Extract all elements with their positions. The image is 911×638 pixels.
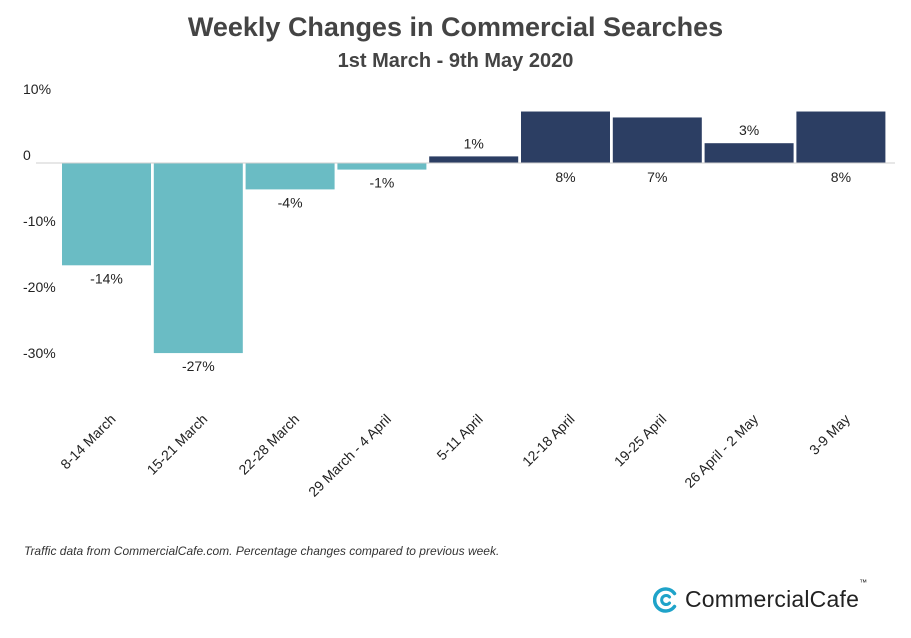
bar <box>521 111 610 163</box>
bar-chart: 10% 0 -10% -20% -30% -14% 8-14 March -27% 15-21 … <box>23 81 895 500</box>
bar <box>337 163 427 170</box>
x-tick-label: 3-9 May <box>806 411 853 458</box>
data-label: 1% <box>464 135 484 151</box>
data-label: -14% <box>90 270 123 286</box>
x-tick-label: 8-14 March <box>57 411 118 472</box>
data-label: 8% <box>555 169 575 185</box>
commercialcafe-logo-icon <box>653 586 677 613</box>
bar <box>796 111 886 163</box>
bar <box>429 156 519 163</box>
x-tick-label: 5-11 April <box>433 411 485 463</box>
bar <box>612 117 702 163</box>
y-tick-label: -20% <box>23 279 56 295</box>
logo-name: CommercialCafe <box>685 586 860 612</box>
x-tick-label: 15-21 March <box>144 411 211 478</box>
bar <box>245 163 335 190</box>
data-label: -1% <box>369 175 394 191</box>
x-tick-label: 19-25 April <box>611 411 670 470</box>
y-tick-label: 10% <box>23 81 51 97</box>
bar <box>704 143 794 163</box>
data-label: 8% <box>831 169 851 185</box>
data-label: -27% <box>182 358 215 374</box>
data-label: 3% <box>739 122 759 138</box>
chart-title: Weekly Changes in Commercial Searches <box>187 12 724 42</box>
x-tick-label: 29 March - 4 April <box>305 411 394 500</box>
x-tick-label: 22-28 March <box>235 411 302 478</box>
bar <box>153 163 243 354</box>
bar <box>62 163 151 266</box>
data-label: 7% <box>647 169 667 185</box>
y-tick-label: 0 <box>23 147 31 163</box>
logo-trademark: ™ <box>859 578 868 587</box>
footnote: Traffic data from CommercialCafe.com. Pe… <box>24 544 500 558</box>
y-tick-label: -30% <box>23 345 56 361</box>
y-tick-label: -10% <box>23 213 56 229</box>
data-label: -4% <box>278 194 303 210</box>
x-tick-label: 12-18 April <box>519 411 578 470</box>
chart-subtitle: 1st March - 9th May 2020 <box>337 50 574 72</box>
x-tick-label: 26 April - 2 May <box>681 411 761 491</box>
brand-logo: CommercialCafe™ <box>653 578 867 613</box>
logo-wordmark: CommercialCafe™ <box>685 578 867 613</box>
